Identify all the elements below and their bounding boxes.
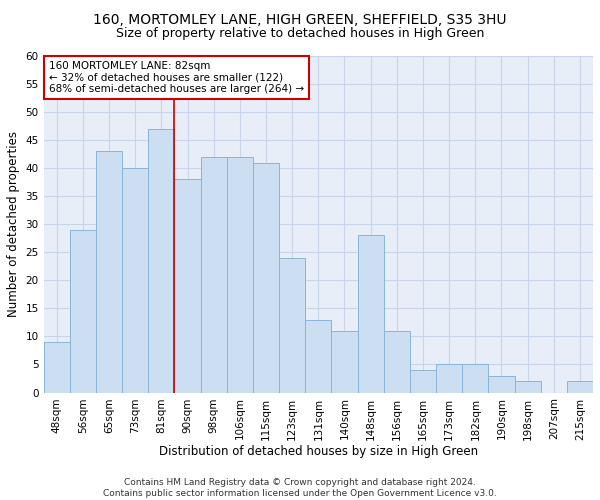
Bar xyxy=(148,129,175,392)
Bar xyxy=(410,370,436,392)
Bar xyxy=(462,364,488,392)
Y-axis label: Number of detached properties: Number of detached properties xyxy=(7,131,20,317)
Bar xyxy=(44,342,70,392)
Bar xyxy=(384,331,410,392)
Bar xyxy=(358,236,384,392)
Text: 160, MORTOMLEY LANE, HIGH GREEN, SHEFFIELD, S35 3HU: 160, MORTOMLEY LANE, HIGH GREEN, SHEFFIE… xyxy=(93,12,507,26)
Bar xyxy=(253,162,279,392)
Text: Size of property relative to detached houses in High Green: Size of property relative to detached ho… xyxy=(116,28,484,40)
Bar xyxy=(70,230,96,392)
Bar xyxy=(227,157,253,392)
X-axis label: Distribution of detached houses by size in High Green: Distribution of detached houses by size … xyxy=(159,445,478,458)
Bar xyxy=(96,152,122,392)
Bar xyxy=(567,382,593,392)
Bar xyxy=(279,258,305,392)
Bar xyxy=(515,382,541,392)
Bar xyxy=(175,180,200,392)
Bar xyxy=(200,157,227,392)
Bar xyxy=(122,168,148,392)
Text: 160 MORTOMLEY LANE: 82sqm
← 32% of detached houses are smaller (122)
68% of semi: 160 MORTOMLEY LANE: 82sqm ← 32% of detac… xyxy=(49,61,304,94)
Bar xyxy=(436,364,462,392)
Text: Contains HM Land Registry data © Crown copyright and database right 2024.
Contai: Contains HM Land Registry data © Crown c… xyxy=(103,478,497,498)
Bar xyxy=(488,376,515,392)
Bar xyxy=(331,331,358,392)
Bar xyxy=(305,320,331,392)
